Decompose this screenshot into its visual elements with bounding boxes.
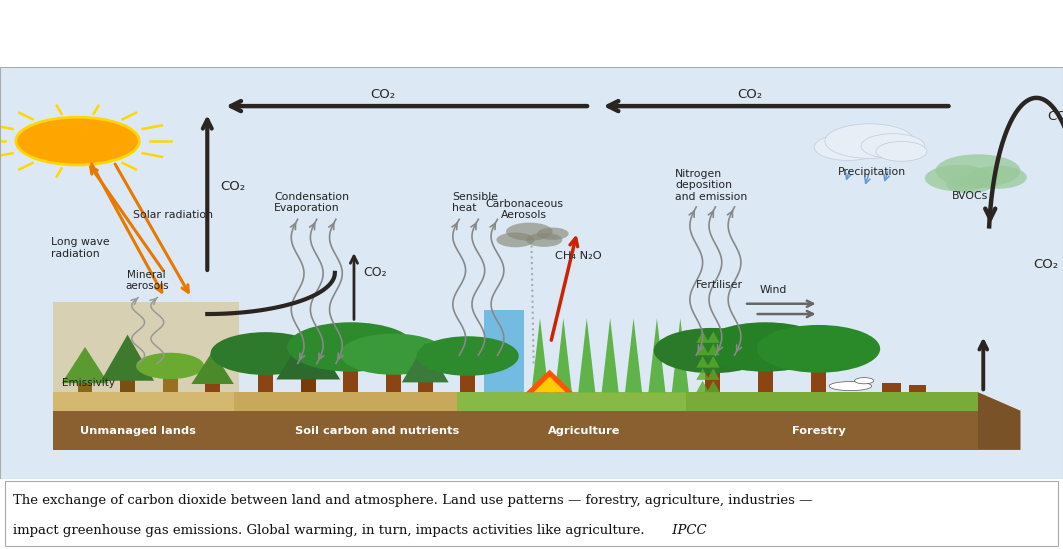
- Bar: [882, 383, 901, 392]
- Text: CO₂: CO₂: [737, 88, 762, 101]
- Circle shape: [210, 332, 321, 375]
- Circle shape: [654, 328, 771, 373]
- Polygon shape: [532, 318, 549, 392]
- Polygon shape: [686, 392, 978, 411]
- Text: BVOCs: BVOCs: [951, 191, 988, 200]
- Bar: [758, 366, 773, 392]
- Circle shape: [417, 336, 519, 376]
- Text: Nitrogen
deposition
and emission: Nitrogen deposition and emission: [675, 169, 747, 202]
- FancyBboxPatch shape: [5, 481, 1058, 546]
- Text: CO₂: CO₂: [370, 88, 395, 101]
- Polygon shape: [696, 381, 709, 392]
- Polygon shape: [696, 368, 709, 380]
- Polygon shape: [53, 392, 1020, 411]
- Bar: [909, 385, 926, 392]
- Text: Wind: Wind: [760, 285, 788, 295]
- Text: Emissivity: Emissivity: [62, 378, 115, 388]
- Circle shape: [946, 175, 993, 193]
- Polygon shape: [707, 344, 720, 355]
- Polygon shape: [696, 344, 709, 355]
- Bar: [484, 310, 524, 392]
- Text: The exchange of carbon dioxide between land and atmosphere. Land use patterns — : The exchange of carbon dioxide between l…: [13, 494, 812, 507]
- Polygon shape: [707, 368, 720, 380]
- Text: Solar radiation: Solar radiation: [133, 210, 213, 220]
- Bar: [163, 376, 178, 392]
- Circle shape: [16, 117, 139, 165]
- Bar: [811, 367, 826, 392]
- Polygon shape: [53, 411, 978, 450]
- Bar: [386, 369, 401, 392]
- Circle shape: [136, 353, 204, 379]
- Ellipse shape: [829, 382, 872, 391]
- Text: Unmanaged lands: Unmanaged lands: [80, 427, 197, 436]
- Bar: [258, 369, 273, 392]
- Circle shape: [702, 322, 829, 372]
- Polygon shape: [276, 328, 340, 379]
- Polygon shape: [526, 369, 573, 392]
- Circle shape: [861, 133, 925, 159]
- Bar: [301, 376, 316, 392]
- Text: IPCC: IPCC: [668, 524, 706, 537]
- Polygon shape: [978, 392, 1020, 450]
- Text: CO₂: CO₂: [1047, 110, 1063, 123]
- Ellipse shape: [855, 378, 874, 384]
- Text: Mineral
aerosols: Mineral aerosols: [124, 270, 169, 292]
- Polygon shape: [578, 318, 595, 392]
- Text: Sensible
heat: Sensible heat: [452, 192, 497, 213]
- Circle shape: [876, 142, 927, 161]
- Text: Soil carbon and nutrients: Soil carbon and nutrients: [296, 427, 459, 436]
- Bar: [418, 380, 433, 392]
- Text: Long wave
radiation: Long wave radiation: [51, 237, 109, 259]
- Circle shape: [825, 124, 914, 159]
- Text: CO₂: CO₂: [1033, 258, 1059, 271]
- Bar: [78, 381, 92, 392]
- Text: impact greenhouse gas emissions. Global warming, in turn, impacts activities lik: impact greenhouse gas emissions. Global …: [13, 524, 644, 537]
- Text: Precipitation: Precipitation: [838, 167, 906, 177]
- Polygon shape: [101, 334, 154, 381]
- Polygon shape: [53, 392, 234, 411]
- Text: CO₂: CO₂: [364, 266, 387, 279]
- Text: Carbonaceous
Aerosols: Carbonaceous Aerosols: [485, 199, 563, 220]
- Bar: [205, 382, 220, 392]
- Text: CO₂: CO₂: [220, 180, 246, 193]
- Polygon shape: [696, 332, 709, 343]
- Text: CH₄ N₂O: CH₄ N₂O: [555, 251, 602, 261]
- Polygon shape: [555, 318, 572, 392]
- Bar: [120, 378, 135, 392]
- Circle shape: [757, 325, 880, 373]
- Polygon shape: [707, 381, 720, 392]
- Circle shape: [537, 228, 569, 240]
- Text: Forestry: Forestry: [792, 427, 845, 436]
- Circle shape: [496, 233, 535, 247]
- Circle shape: [340, 334, 446, 375]
- Polygon shape: [62, 347, 108, 383]
- Circle shape: [287, 322, 415, 372]
- Polygon shape: [602, 318, 619, 392]
- Bar: [53, 302, 239, 392]
- Bar: [343, 366, 358, 392]
- Polygon shape: [707, 356, 720, 368]
- Polygon shape: [625, 318, 642, 392]
- Text: THE CARBON CYCLE: THE CARBON CYCLE: [323, 15, 740, 52]
- Polygon shape: [191, 351, 234, 384]
- Text: Fertiliser: Fertiliser: [696, 280, 743, 290]
- Text: Agriculture: Agriculture: [549, 427, 621, 436]
- Circle shape: [526, 233, 562, 247]
- Circle shape: [925, 165, 993, 192]
- Polygon shape: [234, 392, 457, 411]
- Polygon shape: [672, 318, 689, 392]
- Polygon shape: [402, 343, 449, 382]
- Bar: [460, 371, 475, 392]
- Circle shape: [506, 223, 553, 240]
- Polygon shape: [696, 356, 709, 368]
- Text: Condensation
Evaporation: Condensation Evaporation: [274, 192, 350, 213]
- Polygon shape: [534, 377, 566, 392]
- Bar: [705, 368, 720, 392]
- Polygon shape: [707, 332, 720, 343]
- Circle shape: [935, 154, 1020, 187]
- Polygon shape: [457, 392, 686, 411]
- Polygon shape: [648, 318, 665, 392]
- Circle shape: [967, 166, 1027, 189]
- Circle shape: [814, 134, 882, 160]
